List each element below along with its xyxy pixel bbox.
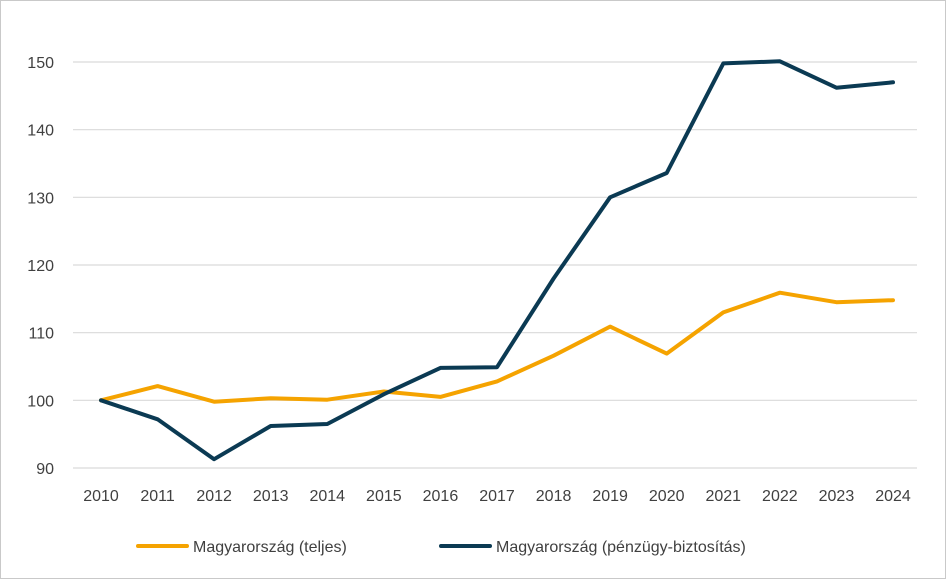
- x-tick-label: 2022: [762, 488, 798, 505]
- x-tick-label: 2013: [253, 488, 289, 505]
- series-line-1: [99, 290, 895, 404]
- x-tick-label: 2016: [423, 488, 459, 505]
- y-tick-label: 90: [36, 461, 54, 478]
- x-tick-label: 2024: [875, 488, 911, 505]
- y-tick-label: 130: [27, 190, 54, 207]
- legend-label-1: Magyarország (teljes): [193, 539, 347, 556]
- x-tick-label: 2014: [309, 488, 345, 505]
- x-tick-label: 2012: [196, 488, 232, 505]
- series-line-2: [99, 59, 895, 462]
- x-tick-label: 2023: [819, 488, 855, 505]
- y-tick-label: 100: [27, 393, 54, 410]
- x-tick-label: 2011: [140, 488, 175, 505]
- x-axis-tick-labels: 2010 2011 2012 2013 2014 2015 2016 2017 2018 2019…: [83, 488, 911, 505]
- y-tick-label: 150: [27, 55, 54, 72]
- y-tick-label: 120: [27, 258, 54, 275]
- series-lines: [99, 59, 895, 462]
- y-tick-label: 140: [27, 123, 54, 140]
- x-tick-label: 2015: [366, 488, 402, 505]
- x-tick-label: 2010: [83, 488, 119, 505]
- x-tick-label: 2018: [536, 488, 572, 505]
- x-tick-label: 2017: [479, 488, 515, 505]
- legend-label-2: Magyarország (pénzügy-biztosítás): [496, 539, 746, 556]
- y-axis-tick-labels: 90 100 110 120 130 140 150: [27, 55, 54, 478]
- x-tick-label: 2020: [649, 488, 685, 505]
- y-tick-label: 110: [28, 326, 54, 343]
- legend: Magyarország (teljes) Magyarország (pénzü…: [136, 539, 746, 556]
- x-tick-label: 2021: [705, 488, 741, 505]
- x-tick-label: 2019: [592, 488, 628, 505]
- gridlines: [73, 61, 917, 469]
